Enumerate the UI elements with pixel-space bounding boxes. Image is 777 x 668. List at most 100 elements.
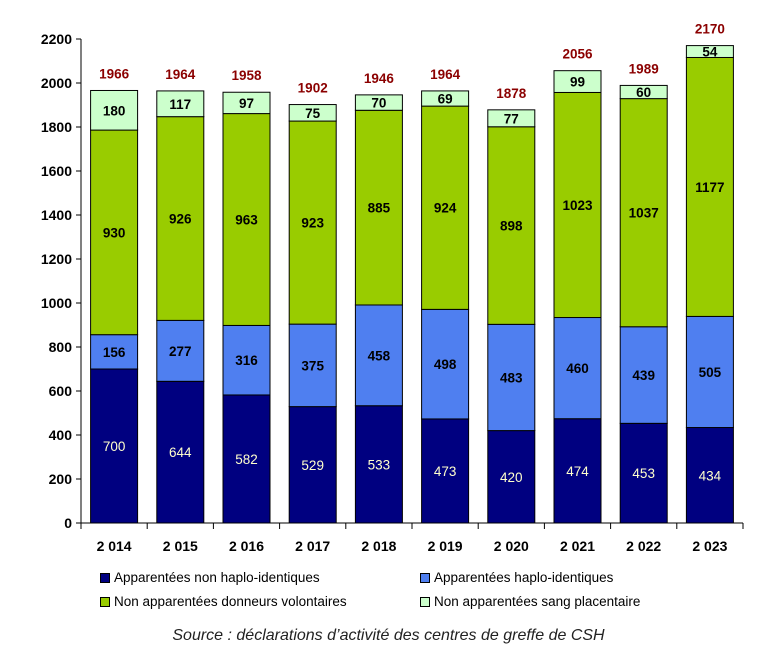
- bar-segment: [354, 109, 403, 306]
- bar-segment: [156, 380, 205, 524]
- data-label: 885: [368, 201, 391, 216]
- bar-segment: [553, 70, 602, 93]
- bars: [90, 45, 734, 524]
- data-label: 700: [103, 439, 126, 454]
- data-label: 474: [566, 464, 589, 479]
- data-label: 505: [699, 365, 722, 380]
- bar-segment: [222, 91, 271, 115]
- data-label: 69: [438, 92, 453, 107]
- y-tick-label: 1200: [41, 251, 72, 267]
- bar-segment: [487, 109, 536, 128]
- bar-segment: [487, 430, 536, 524]
- y-tick-label: 1600: [41, 163, 72, 179]
- y-tick-label: 600: [49, 383, 73, 399]
- data-label: 277: [169, 344, 192, 359]
- y-tick-label: 400: [49, 427, 73, 443]
- total-label: 1878: [496, 86, 527, 101]
- bar-segment: [421, 105, 470, 310]
- data-label: 924: [434, 201, 457, 216]
- bar-segment: [619, 84, 668, 100]
- data-label: 460: [566, 361, 589, 376]
- y-tick-label: 1000: [41, 295, 72, 311]
- data-label: 644: [169, 445, 192, 460]
- data-label: 420: [500, 470, 523, 485]
- bar-segment: [288, 120, 337, 325]
- x-tick-label: 2 021: [560, 538, 595, 554]
- bar-segment: [354, 405, 403, 524]
- data-label: 930: [103, 225, 126, 240]
- y-tick-label: 0: [64, 515, 72, 531]
- data-label: 483: [500, 370, 523, 385]
- total-labels: 1966 1964 1958 1902 1946 1964 1878 2056 1989 2170: [99, 22, 725, 101]
- bar-segment: [156, 90, 205, 118]
- total-label: 1946: [364, 71, 395, 86]
- y-axis: 0 200 400 600 800 1000 1200 1400 1600 1800 2000 220…: [41, 31, 82, 531]
- data-label: 533: [368, 457, 391, 472]
- y-tick-label: 2000: [41, 75, 72, 91]
- x-tick-label: 2 022: [626, 538, 661, 554]
- data-label: 458: [368, 348, 391, 363]
- total-label: 2170: [695, 22, 725, 37]
- data-label: 963: [235, 213, 258, 228]
- data-label: 70: [371, 96, 386, 111]
- legend-item-3: Non apparentées sang placentaire: [420, 594, 720, 609]
- bar-segment: [421, 418, 470, 524]
- data-label: 60: [636, 85, 651, 100]
- data-label: 439: [632, 368, 655, 383]
- bar-segment: [487, 126, 536, 325]
- bar-segment: [288, 323, 337, 408]
- x-tick-label: 2 017: [295, 538, 330, 554]
- bar-segment: [156, 116, 205, 321]
- bar-segment: [90, 129, 139, 336]
- bar-segment: [90, 89, 139, 131]
- total-label: 1964: [430, 67, 461, 82]
- legend-swatch-3: [420, 596, 430, 607]
- bar-segment: [619, 422, 668, 524]
- bar-segment: [421, 308, 470, 420]
- data-label: 898: [500, 219, 523, 234]
- data-label: 473: [434, 464, 457, 479]
- bar-segment: [90, 334, 139, 370]
- legend-label-1: Apparentées haplo-identiques: [434, 570, 614, 585]
- bar-segment: [222, 324, 271, 396]
- bar-segment: [685, 56, 734, 317]
- y-tick-label: 2200: [41, 31, 72, 47]
- stacked-bar-chart: 0 200 400 600 800 1000 1200 1400 1600 1800 2000 220…: [41, 22, 744, 554]
- total-label: 1989: [629, 61, 659, 76]
- legend: Apparentées non haplo-identiques Apparen…: [100, 570, 720, 609]
- x-axis: 2 014 2 015 2 016 2 017 2 018 2 019 2 020 2 021…: [80, 522, 744, 554]
- total-label: 1964: [165, 67, 196, 82]
- source-note: Source : déclarations d’activité des cen…: [172, 627, 605, 644]
- bar-segment: [288, 104, 337, 122]
- data-labels: 700 156 930 180 644 277 926 117 582 316 963 97 529 37…: [103, 45, 725, 485]
- x-tick-label: 2 019: [428, 538, 463, 554]
- bar-segment: [619, 98, 668, 328]
- bar-segment: [288, 406, 337, 524]
- data-label: 529: [301, 458, 324, 473]
- data-label: 498: [434, 357, 457, 372]
- x-tick-label: 2 023: [692, 538, 727, 554]
- bar-segment: [553, 91, 602, 319]
- bar-segment: [421, 90, 470, 107]
- data-label: 923: [301, 216, 324, 231]
- data-label: 99: [570, 75, 585, 90]
- data-label: 453: [632, 466, 655, 481]
- total-label: 1966: [99, 66, 130, 81]
- x-tick-label: 2 015: [163, 538, 198, 554]
- legend-swatch-2: [100, 596, 110, 607]
- bar-segment: [487, 323, 536, 432]
- data-label: 1023: [562, 198, 593, 213]
- data-label: 582: [235, 452, 258, 467]
- data-label: 375: [301, 358, 324, 373]
- data-label: 75: [305, 106, 321, 121]
- y-tick-label: 200: [49, 471, 73, 487]
- data-label: 54: [702, 45, 718, 60]
- legend-label-0: Apparentées non haplo-identiques: [114, 570, 320, 585]
- bar-segment: [619, 326, 668, 424]
- bar-segment: [685, 315, 734, 429]
- legend-label-3: Non apparentées sang placentaire: [434, 594, 641, 609]
- total-label: 1958: [231, 68, 262, 83]
- y-tick-label: 1400: [41, 207, 72, 223]
- y-tick-label: 1800: [41, 119, 72, 135]
- data-label: 156: [103, 345, 126, 360]
